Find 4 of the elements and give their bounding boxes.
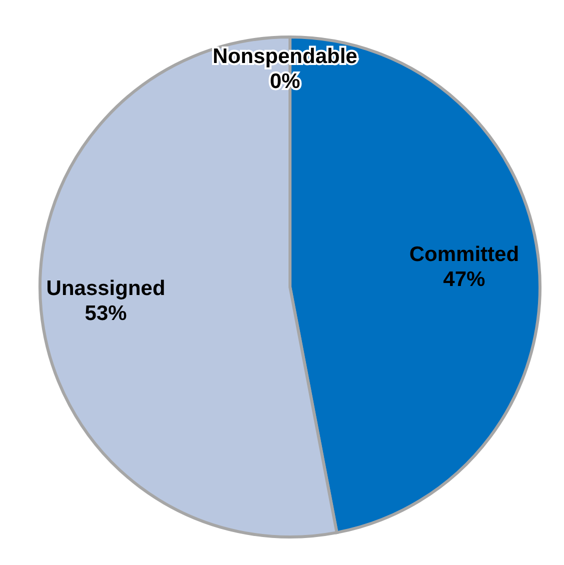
- slice-label: Unassigned: [46, 276, 166, 300]
- data-label: 53%: [84, 302, 128, 325]
- data-label: 47%: [443, 268, 486, 292]
- slice-label: Committed: [409, 243, 520, 266]
